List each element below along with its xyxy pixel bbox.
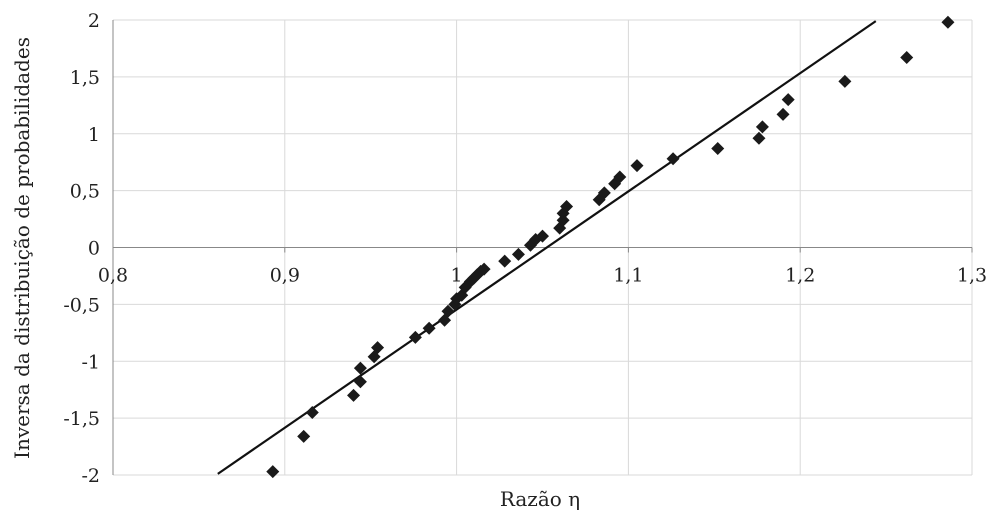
data-point (752, 131, 766, 145)
y-tick-label: -1 (81, 351, 100, 373)
data-point (477, 262, 491, 276)
data-point (560, 200, 574, 214)
data-point (498, 254, 512, 268)
axis-layer (112, 20, 973, 475)
x-tick-label: 1,1 (613, 265, 643, 287)
data-point (353, 375, 367, 389)
data-point (597, 186, 611, 200)
y-tick-label: 0,5 (70, 181, 100, 203)
data-point (755, 120, 769, 134)
y-tick-label: 2 (88, 10, 100, 32)
x-tick-label: 0,9 (270, 265, 300, 287)
y-tick-label: 0 (88, 238, 100, 260)
data-point (776, 107, 790, 121)
data-point (838, 74, 852, 88)
y-tick-label: -0,5 (63, 294, 100, 316)
data-point (711, 142, 725, 156)
y-tick-label: 1,5 (70, 67, 100, 89)
x-axis-title: Razão η (500, 487, 580, 511)
x-tick-label: 1 (451, 265, 463, 287)
data-point (371, 341, 385, 355)
data-point (297, 429, 311, 443)
data-point (305, 405, 319, 419)
data-point (353, 361, 367, 375)
data-point (556, 213, 570, 227)
data-point (441, 304, 455, 318)
data-point (422, 321, 436, 335)
line-layer (217, 20, 877, 475)
trend-line (217, 20, 877, 475)
y-tick-label: -1,5 (63, 408, 100, 430)
data-point (630, 159, 644, 173)
data-point (511, 247, 525, 261)
point-layer (266, 15, 955, 479)
data-point (536, 229, 549, 243)
y-tick-label: -2 (81, 465, 100, 487)
data-point (266, 465, 280, 479)
y-axis-title: Inversa da distribuição de probabilidade… (10, 37, 34, 459)
x-tick-label: 0,8 (98, 265, 128, 287)
data-point (941, 15, 955, 29)
data-point (408, 330, 422, 344)
y-tick-label: 1 (88, 124, 100, 146)
data-point (900, 51, 914, 65)
data-point (666, 152, 680, 166)
data-point (781, 93, 795, 107)
x-tick-label: 1,2 (785, 265, 815, 287)
data-point (613, 170, 627, 184)
data-point (347, 388, 361, 402)
label-layer: 0,8 0,9 1 1,1 1,2 1,3 2 1,5 1 0,5 0 -0,5 -1 -1,5 -2 (63, 10, 987, 487)
x-tick-label: 1,3 (957, 265, 987, 287)
